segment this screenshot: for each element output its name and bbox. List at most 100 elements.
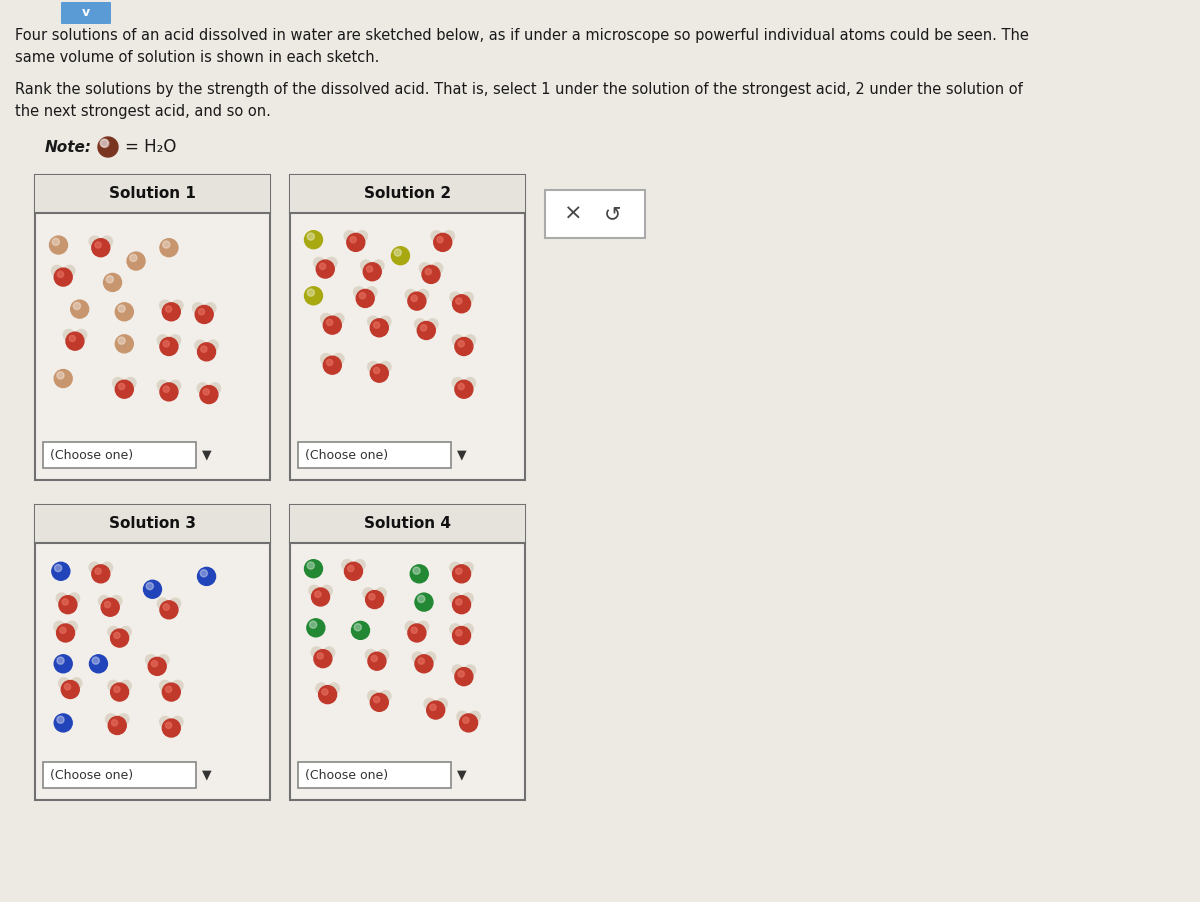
- Circle shape: [380, 691, 391, 702]
- Circle shape: [371, 694, 389, 712]
- Circle shape: [342, 559, 353, 570]
- FancyBboxPatch shape: [545, 190, 646, 238]
- Circle shape: [54, 268, 72, 286]
- Circle shape: [415, 318, 425, 329]
- Circle shape: [54, 655, 72, 673]
- Circle shape: [104, 602, 110, 608]
- Text: Four solutions of an acid dissolved in water are sketched below, as if under a m: Four solutions of an acid dissolved in w…: [14, 28, 1028, 43]
- Circle shape: [347, 234, 365, 252]
- Circle shape: [380, 362, 391, 373]
- Circle shape: [59, 677, 70, 688]
- Circle shape: [310, 621, 317, 629]
- Circle shape: [197, 382, 208, 393]
- Circle shape: [378, 649, 389, 660]
- Circle shape: [322, 585, 332, 596]
- Circle shape: [95, 242, 101, 248]
- Circle shape: [412, 295, 418, 301]
- Circle shape: [415, 594, 433, 612]
- Circle shape: [106, 713, 116, 724]
- Circle shape: [170, 335, 181, 345]
- Circle shape: [170, 598, 181, 609]
- Circle shape: [108, 716, 126, 734]
- Circle shape: [334, 313, 344, 324]
- Circle shape: [49, 236, 67, 254]
- Circle shape: [114, 632, 120, 639]
- Circle shape: [95, 568, 101, 575]
- Circle shape: [66, 332, 84, 350]
- FancyBboxPatch shape: [35, 175, 270, 213]
- Circle shape: [108, 680, 119, 691]
- Circle shape: [356, 231, 367, 242]
- Circle shape: [305, 287, 323, 305]
- Text: ▼: ▼: [202, 448, 211, 462]
- Circle shape: [317, 260, 335, 278]
- Circle shape: [151, 660, 157, 667]
- Circle shape: [200, 346, 208, 353]
- Circle shape: [356, 290, 374, 308]
- Circle shape: [92, 657, 100, 664]
- Circle shape: [144, 580, 162, 598]
- Circle shape: [162, 303, 180, 321]
- Circle shape: [115, 381, 133, 398]
- FancyBboxPatch shape: [35, 505, 270, 800]
- Circle shape: [71, 300, 89, 318]
- Circle shape: [350, 236, 356, 243]
- FancyBboxPatch shape: [290, 505, 526, 800]
- Circle shape: [71, 677, 82, 688]
- Circle shape: [422, 265, 440, 283]
- Circle shape: [54, 621, 65, 632]
- Circle shape: [198, 567, 216, 585]
- Circle shape: [68, 593, 79, 603]
- Circle shape: [368, 652, 386, 670]
- Circle shape: [307, 233, 314, 240]
- Circle shape: [431, 231, 442, 242]
- Circle shape: [437, 236, 443, 243]
- Circle shape: [408, 292, 426, 310]
- Circle shape: [92, 239, 110, 257]
- Circle shape: [114, 686, 120, 693]
- Circle shape: [92, 565, 110, 583]
- Circle shape: [53, 238, 60, 245]
- Circle shape: [73, 302, 80, 309]
- Circle shape: [367, 362, 378, 373]
- Circle shape: [115, 303, 133, 321]
- Text: (Choose one): (Choose one): [50, 769, 133, 781]
- Circle shape: [394, 249, 401, 256]
- Circle shape: [371, 318, 389, 336]
- Circle shape: [455, 667, 473, 686]
- Circle shape: [163, 341, 169, 347]
- Circle shape: [64, 329, 74, 340]
- Circle shape: [462, 593, 473, 603]
- Circle shape: [313, 257, 324, 268]
- Circle shape: [344, 231, 355, 242]
- Circle shape: [307, 619, 325, 637]
- Circle shape: [406, 290, 416, 300]
- Circle shape: [322, 689, 328, 695]
- Circle shape: [98, 595, 109, 606]
- Circle shape: [108, 626, 119, 637]
- Circle shape: [160, 300, 170, 311]
- Circle shape: [102, 236, 113, 247]
- FancyBboxPatch shape: [298, 762, 451, 788]
- Circle shape: [56, 624, 74, 642]
- Circle shape: [160, 382, 178, 400]
- Circle shape: [425, 269, 432, 275]
- Circle shape: [160, 601, 178, 619]
- Text: the next strongest acid, and so on.: the next strongest acid, and so on.: [14, 104, 271, 119]
- Circle shape: [118, 305, 125, 312]
- Circle shape: [364, 262, 382, 281]
- Circle shape: [354, 559, 365, 570]
- Circle shape: [166, 686, 172, 693]
- Circle shape: [319, 263, 325, 270]
- Circle shape: [54, 370, 72, 388]
- Circle shape: [427, 318, 438, 329]
- Text: (Choose one): (Choose one): [305, 448, 388, 462]
- Circle shape: [410, 565, 428, 583]
- Circle shape: [56, 657, 64, 664]
- Circle shape: [334, 354, 344, 364]
- Circle shape: [366, 287, 377, 298]
- Circle shape: [107, 276, 114, 283]
- Text: ↺: ↺: [605, 204, 622, 224]
- Text: ×: ×: [564, 204, 582, 224]
- Circle shape: [89, 236, 100, 247]
